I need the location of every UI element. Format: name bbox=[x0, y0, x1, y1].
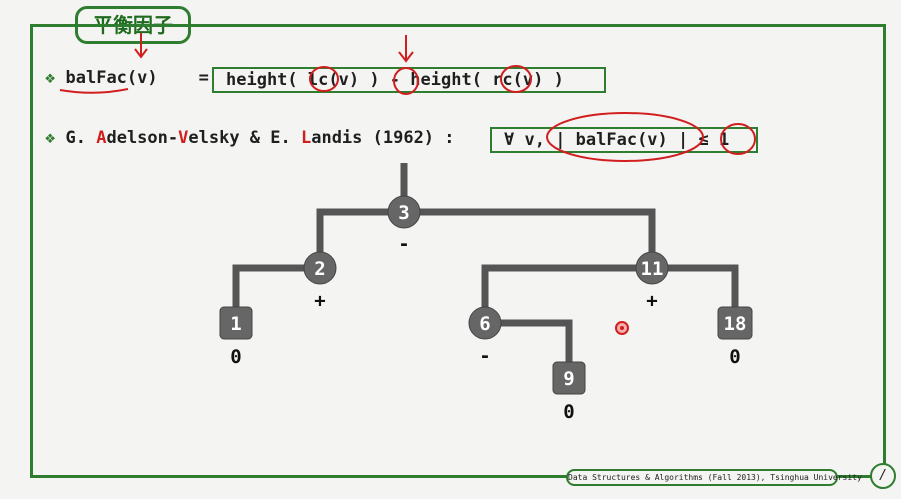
tree-edge bbox=[652, 264, 739, 323]
footer-credit: Data Structures & Algorithms (Fall 2013)… bbox=[566, 469, 862, 486]
formula-height-left: height( bbox=[226, 70, 308, 90]
slide-frame bbox=[30, 24, 886, 478]
condition-abs-balfac: | balFac(v) | bbox=[555, 130, 689, 150]
avl-adelson: delson- bbox=[106, 128, 179, 148]
circle-mark bbox=[720, 123, 756, 155]
tree-edge bbox=[404, 208, 656, 268]
condition-le: ≤ bbox=[688, 130, 719, 150]
node-balance: - bbox=[398, 233, 409, 255]
condition-one: 1 bbox=[718, 130, 730, 150]
node-balance: 0 bbox=[563, 401, 574, 423]
tree-node-18: 18 0 bbox=[717, 306, 753, 368]
tree-node-3: 3 - bbox=[387, 195, 421, 255]
node-key: 6 bbox=[479, 313, 490, 335]
node-key: 18 bbox=[724, 313, 747, 335]
avl-letter-l: L bbox=[300, 128, 312, 148]
bullet-icon: ❖ bbox=[45, 128, 56, 148]
avl-letter-a: A bbox=[96, 128, 107, 148]
tree-node-6: 6 - bbox=[468, 306, 502, 367]
cursor-icon bbox=[615, 321, 629, 335]
tree-edge bbox=[485, 319, 573, 378]
node-balance: + bbox=[314, 290, 325, 312]
oval-mark bbox=[546, 112, 704, 162]
avl-letter-v: V bbox=[178, 128, 189, 148]
node-key: 1 bbox=[230, 313, 241, 335]
tree-edge bbox=[481, 264, 652, 323]
circle-mark bbox=[309, 66, 339, 92]
tree-edges bbox=[232, 163, 739, 378]
formula-height-right: height( bbox=[400, 70, 493, 90]
tree-node-9: 9 0 bbox=[552, 361, 586, 423]
equals-sign: = bbox=[198, 68, 209, 88]
avl-landis: andis (1962) : bbox=[311, 128, 455, 148]
node-balance: 0 bbox=[729, 346, 740, 368]
avl-g-initial: G. bbox=[65, 128, 97, 148]
formula-part4: (v) ) bbox=[512, 70, 564, 90]
avl-condition-box: ∀ v, | balFac(v) | ≤ 1 bbox=[490, 127, 758, 153]
avl-velsky: elsky & E. bbox=[188, 128, 301, 148]
arrow-down-icon bbox=[398, 35, 414, 63]
tree-node-2: 2 + bbox=[303, 251, 337, 312]
definition-line: ❖ balFac(v) = bbox=[45, 68, 209, 88]
node-balance: 0 bbox=[230, 346, 241, 368]
node-key: 2 bbox=[314, 258, 325, 280]
red-annotations bbox=[59, 33, 756, 162]
tree-edge bbox=[316, 208, 404, 268]
balfac-term: balFac(v) bbox=[65, 68, 158, 88]
formula-rc: rc bbox=[492, 70, 513, 90]
node-key: 9 bbox=[563, 368, 574, 390]
node-balance: - bbox=[479, 345, 490, 367]
circle-mark bbox=[393, 67, 419, 95]
node-balance: + bbox=[646, 290, 657, 312]
bullet-icon: ❖ bbox=[45, 68, 56, 88]
node-key: 11 bbox=[641, 258, 664, 280]
node-key: 3 bbox=[398, 202, 409, 224]
arrow-down-icon bbox=[134, 33, 148, 59]
underline-mark bbox=[59, 88, 129, 94]
tree-node-11: 11 + bbox=[635, 251, 669, 312]
page-number: / bbox=[870, 463, 896, 489]
tree-edge bbox=[232, 264, 320, 323]
circle-mark bbox=[500, 65, 532, 93]
avl-line: ❖ G. Adelson-Velsky & E. Landis (1962) : bbox=[45, 128, 455, 148]
condition-forall: ∀ v, bbox=[504, 130, 556, 150]
tree-node-1: 1 0 bbox=[219, 306, 253, 368]
